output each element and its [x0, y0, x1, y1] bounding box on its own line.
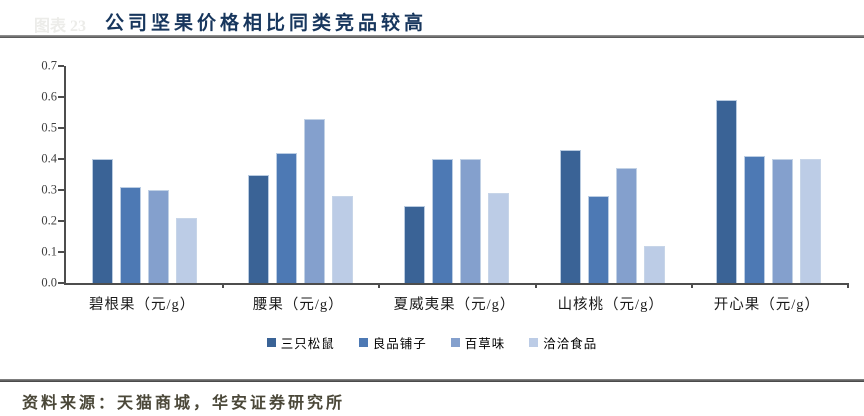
bar	[331, 196, 353, 283]
legend-label: 百草味	[464, 337, 506, 351]
legend-item: 洽洽食品	[529, 333, 597, 352]
ytick-label: 0.1	[41, 244, 57, 259]
ytick-mark	[58, 220, 64, 222]
xtick-mark	[847, 283, 849, 288]
ytick-mark	[58, 189, 64, 191]
ytick-label: 0.6	[41, 89, 57, 104]
ytick-label: 0.5	[41, 120, 57, 135]
bar-groups	[66, 66, 847, 283]
bar	[303, 118, 325, 283]
legend-swatch	[358, 338, 368, 347]
ytick-mark	[58, 127, 64, 129]
legend-item: 三只松鼠	[266, 333, 335, 352]
category-label: 开心果（元/g）	[713, 297, 821, 313]
bar	[644, 245, 666, 283]
xtick-mark	[534, 283, 537, 288]
bar	[560, 149, 582, 283]
source-note: 资料来源：天猫商城，华安证券研究所	[22, 395, 346, 412]
bar-group	[691, 66, 847, 283]
legend-label: 良品铺子	[372, 337, 427, 351]
ytick-label: 0.7	[41, 58, 57, 73]
ytick-label: 0.3	[41, 182, 57, 197]
footer-divider	[0, 379, 864, 382]
ytick-label: 0.2	[41, 213, 57, 228]
bar	[744, 155, 766, 283]
bar	[716, 100, 738, 283]
xtick-mark	[378, 283, 381, 288]
bar	[432, 159, 453, 283]
bar-group	[378, 66, 534, 283]
legend-swatch	[450, 338, 460, 347]
legend-label: 洽洽食品	[543, 337, 598, 351]
ytick-mark	[58, 65, 64, 67]
ytick-mark	[58, 282, 64, 284]
legend-label: 三只松鼠	[280, 337, 335, 351]
ytick-mark	[58, 251, 64, 253]
bar	[91, 159, 113, 283]
legend-swatch	[529, 338, 539, 347]
ytick-label: 0.4	[41, 151, 57, 166]
bar	[616, 168, 638, 283]
x-axis-category-labels: 碧根果（元/g） 腰果（元/g） 夏威夷果（元/g） 山核桃（元/g） 开心果（元/g）	[64, 293, 845, 314]
bar	[404, 205, 425, 283]
ytick-mark	[58, 96, 64, 98]
category-label: 碧根果（元/g）	[88, 297, 196, 313]
bar-group	[535, 66, 691, 283]
bar	[275, 152, 297, 283]
category-label: 山核桃（元/g）	[557, 297, 664, 313]
legend: 三只松鼠 良品铺子 百草味 洽洽食品	[0, 333, 864, 352]
category-label: 腰果（元/g）	[252, 297, 344, 313]
xtick-mark	[690, 283, 693, 288]
ytick-mark	[58, 158, 64, 160]
title-divider	[0, 35, 864, 38]
bar	[175, 217, 197, 283]
xtick-mark	[222, 283, 225, 288]
bar	[588, 196, 610, 283]
legend-swatch	[266, 338, 276, 347]
plot-area: 0.0 0.1 0.2 0.3 0.4 0.5 0.6 0.7	[41, 59, 849, 290]
bar	[488, 193, 509, 283]
category-label: 夏威夷果（元/g）	[393, 297, 516, 313]
bar-group	[222, 66, 378, 283]
bar	[460, 159, 481, 283]
bar	[119, 186, 141, 283]
chart-number-watermark: 图表 23	[34, 18, 87, 35]
legend-item: 百草味	[450, 333, 506, 352]
bar	[247, 174, 269, 283]
bar	[147, 190, 169, 283]
chart-title: 公司坚果价格相比同类竞品较高	[105, 13, 428, 34]
bar-group	[66, 66, 222, 283]
bar	[772, 159, 794, 283]
ytick-label: 0.0	[41, 275, 57, 290]
legend-item: 良品铺子	[358, 333, 427, 352]
bar	[800, 159, 822, 283]
